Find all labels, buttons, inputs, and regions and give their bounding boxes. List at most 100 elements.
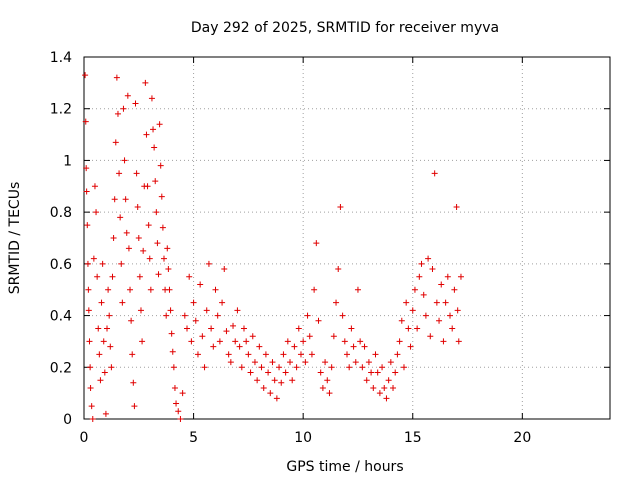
data-point — [429, 266, 436, 273]
data-point — [354, 286, 361, 293]
data-point — [442, 299, 449, 306]
data-point — [322, 359, 329, 366]
data-point — [194, 351, 201, 358]
data-point — [112, 139, 119, 146]
data-point — [414, 325, 421, 332]
data-point — [335, 266, 342, 273]
data-point — [363, 377, 370, 384]
data-point — [131, 403, 138, 410]
data-point — [184, 325, 191, 332]
data-point — [328, 364, 335, 371]
data-point — [223, 328, 230, 335]
data-point — [166, 286, 173, 293]
data-point — [142, 79, 149, 86]
data-point — [98, 299, 105, 306]
data-point — [438, 281, 445, 288]
data-point — [106, 312, 113, 319]
data-point — [418, 260, 425, 267]
data-point — [344, 351, 350, 358]
data-point — [85, 286, 92, 293]
data-point — [359, 364, 366, 371]
data-point — [96, 351, 103, 358]
data-point — [132, 100, 139, 107]
data-point — [427, 333, 434, 340]
data-point — [240, 325, 247, 332]
data-point — [143, 131, 150, 138]
data-point — [447, 312, 454, 319]
data-point — [201, 364, 208, 371]
y-tick-label: 0.8 — [50, 205, 72, 221]
data-point — [82, 118, 89, 125]
data-point — [164, 245, 171, 252]
data-point — [385, 377, 392, 384]
data-point — [379, 364, 386, 371]
data-point — [108, 364, 115, 371]
data-point — [251, 359, 258, 366]
data-point — [457, 273, 464, 280]
data-point — [90, 255, 97, 262]
data-point — [105, 286, 112, 293]
data-point — [302, 359, 309, 366]
data-point — [352, 359, 359, 366]
chart-title: Day 292 of 2025, SRMTID for receiver myv… — [191, 20, 499, 36]
data-point — [403, 299, 410, 306]
data-point — [350, 343, 357, 350]
data-point — [337, 203, 344, 210]
data-point — [205, 260, 212, 267]
data-point — [84, 260, 91, 267]
data-point — [216, 338, 223, 345]
data-point — [249, 333, 256, 340]
data-point — [374, 369, 381, 376]
data-point — [85, 307, 92, 314]
data-point — [232, 338, 239, 345]
x-tick-label: 20 — [513, 430, 531, 446]
data-point — [276, 364, 283, 371]
data-point — [154, 240, 161, 247]
data-point — [137, 307, 144, 314]
data-point — [113, 74, 120, 81]
y-tick-label: 0 — [63, 412, 72, 428]
data-point — [392, 369, 399, 376]
data-point — [165, 266, 172, 273]
data-point — [134, 203, 141, 210]
data-point — [175, 408, 182, 415]
x-tick-label: 15 — [404, 430, 422, 446]
data-point — [192, 317, 199, 324]
data-point — [156, 121, 163, 128]
data-point — [104, 325, 111, 332]
data-point — [86, 338, 93, 345]
data-point — [317, 369, 324, 376]
data-point — [157, 162, 164, 169]
data-point — [315, 317, 322, 324]
data-point — [245, 351, 252, 358]
y-tick-label: 1 — [63, 153, 72, 169]
data-point — [155, 271, 162, 278]
data-point — [262, 351, 269, 358]
data-point — [381, 384, 388, 391]
data-point — [114, 110, 121, 117]
data-point — [346, 364, 353, 371]
data-point — [436, 317, 443, 324]
data-point — [169, 348, 176, 355]
data-point — [243, 338, 250, 345]
data-point — [411, 286, 418, 293]
data-point — [287, 359, 294, 366]
data-point — [99, 260, 106, 267]
data-point — [179, 390, 186, 397]
data-point — [116, 170, 123, 177]
data-point — [94, 273, 101, 280]
data-point — [372, 351, 379, 358]
data-point — [282, 369, 289, 376]
data-point — [153, 209, 160, 216]
data-point — [93, 209, 100, 216]
data-point — [124, 92, 131, 99]
data-point — [238, 364, 245, 371]
x-tick-label: 0 — [80, 430, 89, 446]
data-point — [95, 325, 102, 332]
data-point — [319, 384, 326, 391]
data-point — [433, 299, 440, 306]
data-point — [130, 379, 137, 386]
data-point — [140, 247, 147, 254]
data-point — [181, 312, 188, 319]
